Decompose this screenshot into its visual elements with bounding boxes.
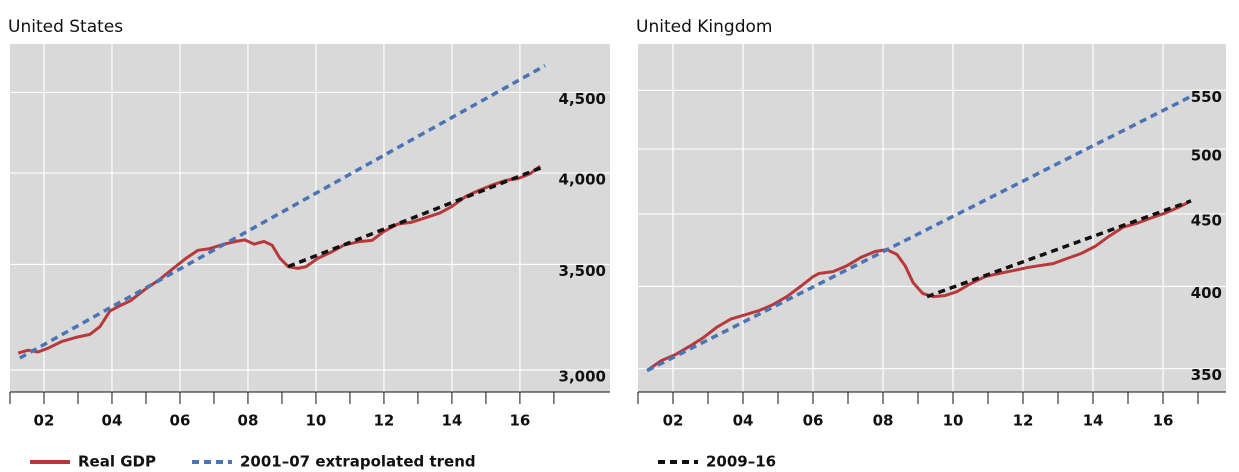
y-tick-label: 400 bbox=[1191, 284, 1222, 302]
x-tick-label: 02 bbox=[663, 412, 684, 430]
x-tick-label: 06 bbox=[803, 412, 824, 430]
y-tick-label: 4,000 bbox=[559, 171, 606, 189]
series-line bbox=[646, 200, 1190, 372]
legend-label: 2009–16 bbox=[706, 453, 776, 471]
y-tick-label: 350 bbox=[1191, 366, 1222, 384]
x-tick-label: 06 bbox=[170, 412, 191, 430]
y-tick-label: 450 bbox=[1191, 211, 1222, 229]
series-line bbox=[926, 199, 1192, 299]
x-tick-label: 16 bbox=[509, 412, 530, 430]
x-tick-label: 08 bbox=[238, 412, 259, 430]
legend-label: Real GDP bbox=[78, 453, 156, 471]
y-tick-label: 3,500 bbox=[559, 262, 606, 280]
x-tick-label: 14 bbox=[1083, 412, 1104, 430]
panel-title: United States bbox=[8, 17, 123, 37]
x-tick-label: 02 bbox=[34, 412, 55, 430]
x-tick-label: 12 bbox=[374, 412, 395, 430]
y-tick-label: 550 bbox=[1191, 88, 1222, 106]
x-tick-label: 04 bbox=[733, 412, 754, 430]
panel-title: United Kingdom bbox=[636, 17, 772, 37]
y-tick-label: 3,000 bbox=[559, 367, 606, 385]
x-tick-label: 12 bbox=[1013, 412, 1034, 430]
series-line bbox=[17, 165, 541, 355]
x-tick-label: 04 bbox=[102, 412, 123, 430]
x-tick-label: 08 bbox=[873, 412, 894, 430]
legend-label: 2001–07 extrapolated trend bbox=[240, 453, 476, 471]
series-line bbox=[19, 64, 546, 360]
y-tick-label: 500 bbox=[1191, 147, 1222, 165]
x-tick-label: 10 bbox=[943, 412, 964, 430]
plot-area bbox=[10, 44, 610, 392]
y-tick-label: 4,500 bbox=[559, 90, 606, 108]
x-tick-label: 10 bbox=[306, 412, 327, 430]
x-tick-label: 14 bbox=[441, 412, 462, 430]
series-line bbox=[287, 164, 546, 269]
x-tick-label: 16 bbox=[1153, 412, 1174, 430]
series-line bbox=[646, 94, 1192, 373]
plot-area bbox=[638, 44, 1226, 392]
